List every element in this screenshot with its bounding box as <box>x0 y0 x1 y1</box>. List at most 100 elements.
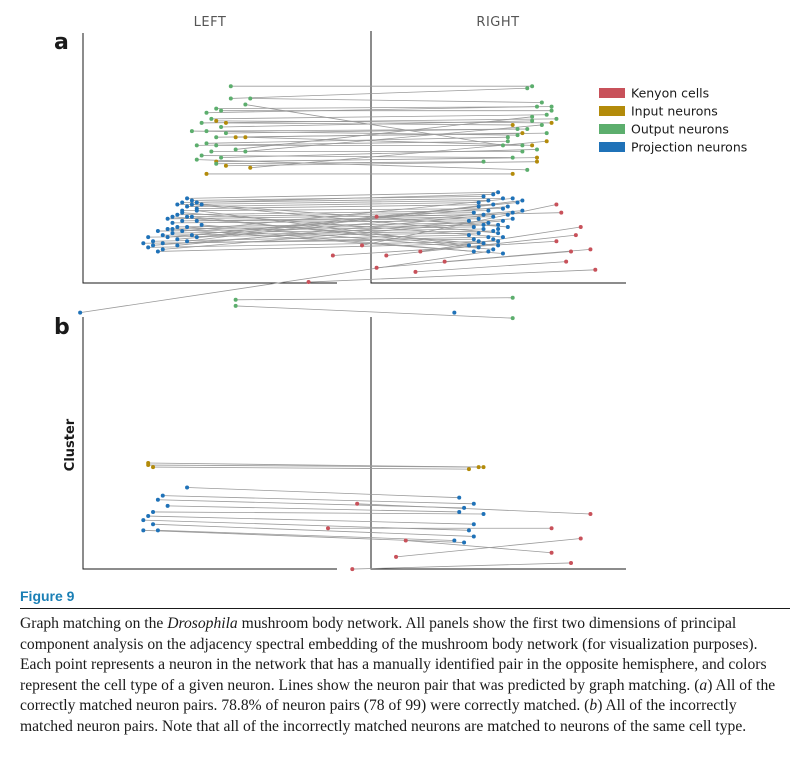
point-projection-neurons <box>78 310 83 315</box>
caption-rule <box>20 608 790 609</box>
point-input-neurons <box>520 131 525 136</box>
point-input-neurons <box>544 139 549 144</box>
point-output-neurons <box>500 143 505 148</box>
point-projection-neurons <box>466 233 471 238</box>
point-output-neurons <box>539 122 544 127</box>
point-projection-neurons <box>175 212 180 217</box>
point-projection-neurons <box>476 231 481 236</box>
point-kenyon-cells <box>588 247 593 252</box>
pair-line-projection-neurons <box>177 210 523 240</box>
pair-line-projection-neurons <box>187 191 499 199</box>
point-kenyon-cells <box>326 526 330 531</box>
point-output-neurons <box>214 143 219 148</box>
point-output-neurons <box>534 104 539 109</box>
point-projection-neurons <box>151 509 156 514</box>
caption-pre: Graph matching on the <box>20 615 168 632</box>
legend-label-projection-neurons: Projection neurons <box>631 140 747 155</box>
point-projection-neurons <box>165 227 170 231</box>
point-projection-neurons <box>194 208 199 213</box>
pair-line-output-neurons <box>216 161 484 165</box>
point-projection-neurons <box>496 222 501 227</box>
caption-part-a: a <box>699 676 708 694</box>
pair-line-projection-neurons <box>172 228 503 254</box>
caption-part-b: b <box>589 697 598 715</box>
point-input-neurons <box>243 135 248 140</box>
pair-line-projection-neurons <box>148 240 499 248</box>
point-projection-neurons <box>194 235 199 240</box>
pair-line-output-neurons <box>201 118 557 124</box>
point-projection-neurons <box>146 245 151 250</box>
point-projection-neurons <box>481 227 486 231</box>
point-output-neurons <box>199 120 204 125</box>
legend: Kenyon cells Input neurons Output neurons P… <box>599 86 747 155</box>
pair-line-output-neurons <box>245 104 504 146</box>
point-kenyon-cells <box>578 536 583 541</box>
point-projection-neurons <box>452 538 457 543</box>
point-projection-neurons <box>185 485 190 490</box>
point-kenyon-cells <box>549 526 554 531</box>
point-projection-neurons <box>199 202 204 207</box>
point-output-neurons <box>199 153 204 158</box>
legend-label-kenyon-cells: Kenyon cells <box>631 86 709 101</box>
pair-line-projection-neurons <box>182 198 503 203</box>
point-output-neurons <box>233 147 238 152</box>
point-projection-neurons <box>476 239 481 244</box>
point-projection-neurons <box>146 235 151 240</box>
panel-a-label: a <box>54 30 69 55</box>
point-kenyon-cells <box>554 202 559 207</box>
point-output-neurons <box>515 133 520 138</box>
point-projection-neurons <box>155 528 160 533</box>
point-projection-neurons <box>175 237 180 242</box>
pair-line-output-neurons <box>250 98 542 103</box>
point-output-neurons <box>223 131 228 136</box>
point-output-neurons <box>515 127 520 132</box>
point-output-neurons <box>525 167 530 172</box>
point-projection-neurons <box>500 218 505 223</box>
point-projection-neurons <box>155 497 160 502</box>
point-projection-neurons <box>471 210 476 215</box>
point-input-neurons <box>214 118 219 123</box>
point-projection-neurons <box>160 241 165 246</box>
point-projection-neurons <box>510 210 515 215</box>
pair-line-projection-neurons <box>153 523 474 537</box>
point-projection-neurons <box>505 212 510 217</box>
pair-line-projection-neurons <box>162 220 503 250</box>
pair-line-projection-neurons <box>187 202 479 207</box>
pair-line-projection-neurons <box>80 251 489 314</box>
point-projection-neurons <box>155 249 160 254</box>
point-projection-neurons <box>510 196 515 201</box>
pair-line-projection-neurons <box>157 242 484 252</box>
point-projection-neurons <box>481 241 486 246</box>
point-output-neurons <box>243 102 248 107</box>
point-output-neurons <box>189 129 194 134</box>
point-projection-neurons <box>155 229 160 234</box>
panel-b-left-axis <box>82 317 337 570</box>
panel-a-pair-lines <box>80 85 596 314</box>
pair-line-output-neurons <box>235 297 513 301</box>
left-hemisphere-label: LEFT <box>194 15 227 30</box>
pair-line-projection-neurons <box>167 505 460 513</box>
point-projection-neurons <box>141 241 146 246</box>
point-kenyon-cells <box>442 259 447 264</box>
figure-caption: Figure 9 Graph matching on the Drosophil… <box>20 588 790 738</box>
point-projection-neurons <box>170 227 175 231</box>
point-output-neurons <box>194 143 199 148</box>
point-projection-neurons <box>457 495 462 500</box>
point-projection-neurons <box>175 202 180 207</box>
point-input-neurons <box>223 163 228 168</box>
panel-b-right-axis <box>370 317 626 570</box>
point-input-neurons <box>223 120 228 125</box>
legend-label-output-neurons: Output neurons <box>631 122 729 137</box>
point-kenyon-cells <box>350 567 355 572</box>
point-projection-neurons <box>185 239 190 244</box>
point-output-neurons <box>209 149 214 154</box>
point-projection-neurons <box>500 206 505 211</box>
point-kenyon-cells <box>573 233 578 238</box>
point-projection-neurons <box>471 522 476 527</box>
point-output-neurons <box>228 96 233 101</box>
point-kenyon-cells <box>569 560 573 565</box>
pair-line-input-neurons <box>148 464 484 468</box>
point-output-neurons <box>544 131 549 136</box>
caption-text: Graph matching on the Drosophila mushroo… <box>20 614 790 738</box>
point-projection-neurons <box>505 204 510 209</box>
